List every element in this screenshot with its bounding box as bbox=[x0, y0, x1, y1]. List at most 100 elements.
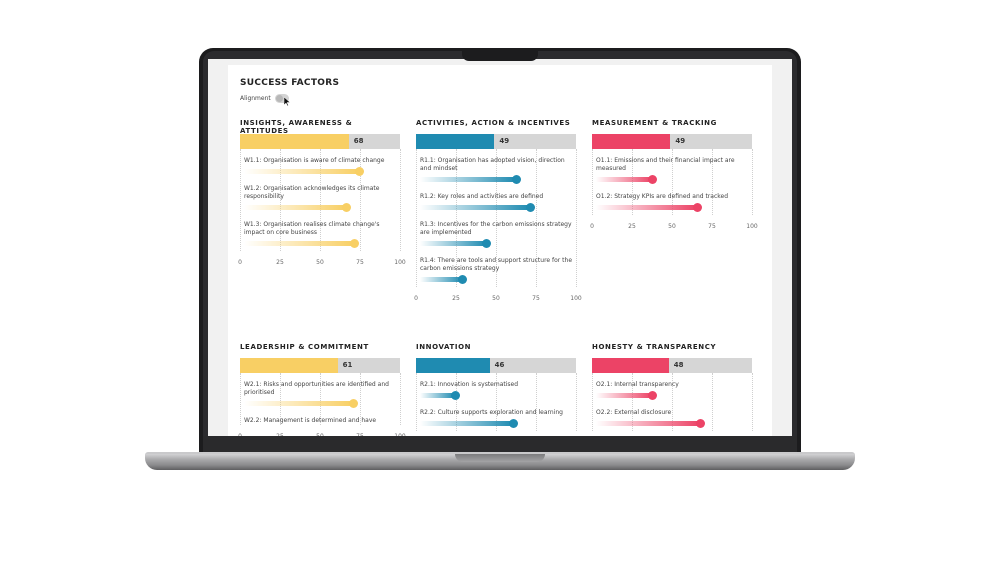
factor-item-marker[interactable] bbox=[451, 391, 461, 400]
factor-item-marker[interactable] bbox=[696, 419, 705, 428]
factor-item-label: W1.1: Organisation is aware of climate c… bbox=[244, 157, 385, 164]
factor-item-label: R2.1: Innovation is systematised bbox=[420, 381, 519, 388]
axis-tick-label: 0 bbox=[238, 433, 242, 436]
axis-tick-label: 75 bbox=[532, 295, 540, 302]
factor-group: HONESTY & TRANSPARENCY 48 O2.1: Internal t… bbox=[592, 343, 753, 436]
factor-score-bar[interactable]: 49 bbox=[592, 134, 752, 149]
page-title: SUCCESS FACTORS bbox=[240, 78, 340, 88]
factor-group-title: MEASUREMENT & TRACKING bbox=[592, 119, 717, 127]
factor-item[interactable]: O2.1: Internal transparency bbox=[592, 381, 752, 403]
factor-item-bar-row bbox=[244, 165, 396, 179]
factor-item[interactable]: R1.3: Incentives for the carbon emission… bbox=[416, 221, 576, 251]
factor-axis: 0 25 50 75 100 bbox=[590, 221, 758, 231]
factor-score-bar[interactable]: 46 bbox=[416, 358, 576, 373]
factor-item-marker[interactable] bbox=[348, 399, 358, 408]
axis-gridline bbox=[456, 149, 457, 287]
factor-item-bar bbox=[596, 421, 700, 426]
axis-tick-label: 25 bbox=[452, 295, 460, 302]
factor-group: INNOVATION 46 R2.1: Innovation is systemat… bbox=[416, 343, 577, 436]
axis-gridline bbox=[576, 149, 577, 287]
factor-item[interactable]: O1.1: Emissions and their financial impa… bbox=[592, 157, 752, 187]
factor-item-bar-row bbox=[596, 173, 748, 187]
factor-item-list: W1.1: Organisation is aware of climate c… bbox=[240, 149, 401, 251]
factor-score-value: 68 bbox=[353, 137, 364, 145]
mouse-cursor-icon bbox=[284, 97, 291, 106]
factor-score-bar[interactable]: 61 bbox=[240, 358, 400, 373]
factor-item-marker[interactable] bbox=[512, 175, 521, 184]
factor-score-bar[interactable]: 48 bbox=[592, 358, 752, 373]
factor-item[interactable]: W1.3: Organisation realises climate chan… bbox=[240, 221, 400, 251]
factor-score-value: 61 bbox=[342, 361, 353, 369]
axis-gridline bbox=[400, 149, 401, 251]
factor-item-bar-row bbox=[596, 417, 748, 431]
factor-score-bar[interactable]: 49 bbox=[416, 134, 576, 149]
factor-item-marker[interactable] bbox=[355, 167, 365, 176]
dashboard-panel bbox=[228, 65, 772, 436]
factor-item-marker[interactable] bbox=[648, 175, 657, 184]
factor-item[interactable]: R1.4: There are tools and support struct… bbox=[416, 257, 576, 287]
axis-gridline bbox=[360, 149, 361, 251]
factor-item[interactable]: R1.1: Organisation has adopted vision, d… bbox=[416, 157, 576, 187]
axis-gridline bbox=[632, 149, 633, 215]
factor-score-value: 48 bbox=[673, 361, 684, 369]
factor-item-label: W1.2: Organisation acknowledges its clim… bbox=[244, 185, 380, 200]
factor-item-bar-row bbox=[596, 201, 748, 215]
factor-item[interactable]: W2.2: Management is determined and have bbox=[240, 417, 400, 425]
factor-item-label: W2.2: Management is determined and have bbox=[244, 417, 377, 424]
factor-item-list: O1.1: Emissions and their financial impa… bbox=[592, 149, 753, 215]
axis-gridline bbox=[496, 373, 497, 431]
factor-item[interactable]: W1.1: Organisation is aware of climate c… bbox=[240, 157, 400, 179]
factor-item-label: R1.2: Key roles and activities are defin… bbox=[420, 193, 544, 200]
factor-item[interactable]: O1.2: Strategy KPIs are defined and trac… bbox=[592, 193, 752, 215]
factor-item-marker[interactable] bbox=[648, 391, 657, 400]
factor-score-fill bbox=[240, 134, 349, 149]
axis-gridline bbox=[280, 373, 281, 425]
axis-gridline bbox=[240, 149, 241, 251]
axis-tick-label: 50 bbox=[492, 295, 500, 302]
factor-item-label: R2.2: Culture supports exploration and l… bbox=[420, 409, 563, 416]
factor-item-label: W1.3: Organisation realises climate chan… bbox=[244, 221, 380, 236]
axis-tick-label: 0 bbox=[590, 223, 594, 230]
factor-item-marker[interactable] bbox=[342, 203, 352, 212]
factor-item-marker[interactable] bbox=[692, 203, 702, 212]
factor-item-marker[interactable] bbox=[481, 239, 491, 248]
axis-tick-label: 25 bbox=[276, 259, 284, 266]
factor-item-bar bbox=[244, 169, 360, 174]
factor-item-marker[interactable] bbox=[350, 239, 360, 248]
factor-item-marker[interactable] bbox=[508, 419, 518, 428]
axis-tick-label: 50 bbox=[316, 259, 324, 266]
factor-score-value: 46 bbox=[494, 361, 505, 369]
factor-item[interactable]: O2.2: External disclosure bbox=[592, 409, 752, 431]
factor-item[interactable]: W2.1: Risks and opportunities are identi… bbox=[240, 381, 400, 411]
factor-item-bar-row bbox=[420, 389, 572, 403]
factor-item[interactable]: R1.2: Key roles and activities are defin… bbox=[416, 193, 576, 215]
axis-gridline bbox=[632, 373, 633, 431]
factor-item[interactable]: R2.1: Innovation is systematised bbox=[416, 381, 576, 403]
factor-item-marker[interactable] bbox=[526, 203, 536, 212]
factor-item-list: O2.1: Internal transparency O2.2: Externa… bbox=[592, 373, 753, 431]
factor-group-title: ACTIVITIES, ACTION & INCENTIVES bbox=[416, 119, 571, 127]
factor-item-bar-row bbox=[420, 273, 572, 287]
factor-item-label: R1.3: Incentives for the carbon emission… bbox=[420, 221, 572, 236]
axis-gridline bbox=[536, 373, 537, 431]
factor-item-bar bbox=[420, 421, 513, 426]
factor-item-label: R1.1: Organisation has adopted vision, d… bbox=[420, 157, 565, 172]
factor-score-fill bbox=[240, 358, 338, 373]
axis-tick-label: 75 bbox=[708, 223, 716, 230]
factor-item[interactable]: W1.2: Organisation acknowledges its clim… bbox=[240, 185, 400, 215]
axis-gridline bbox=[752, 149, 753, 215]
factor-item[interactable]: R2.2: Culture supports exploration and l… bbox=[416, 409, 576, 431]
axis-gridline bbox=[456, 373, 457, 431]
factor-score-value: 49 bbox=[499, 137, 510, 145]
alignment-label: Alignment bbox=[240, 95, 271, 102]
factor-score-bar[interactable]: 68 bbox=[240, 134, 400, 149]
axis-tick-label: 50 bbox=[668, 223, 676, 230]
factor-group-title: LEADERSHIP & COMMITMENT bbox=[240, 343, 369, 351]
factor-item-marker[interactable] bbox=[457, 275, 467, 284]
alignment-toggle[interactable] bbox=[275, 94, 289, 103]
factor-item-bar bbox=[596, 393, 652, 398]
factor-group-title: INSIGHTS, AWARENESS & ATTITUDES bbox=[240, 119, 353, 135]
factor-score-fill bbox=[592, 358, 669, 373]
factor-group-title: HONESTY & TRANSPARENCY bbox=[592, 343, 717, 351]
factor-item-bar-row bbox=[420, 417, 572, 431]
